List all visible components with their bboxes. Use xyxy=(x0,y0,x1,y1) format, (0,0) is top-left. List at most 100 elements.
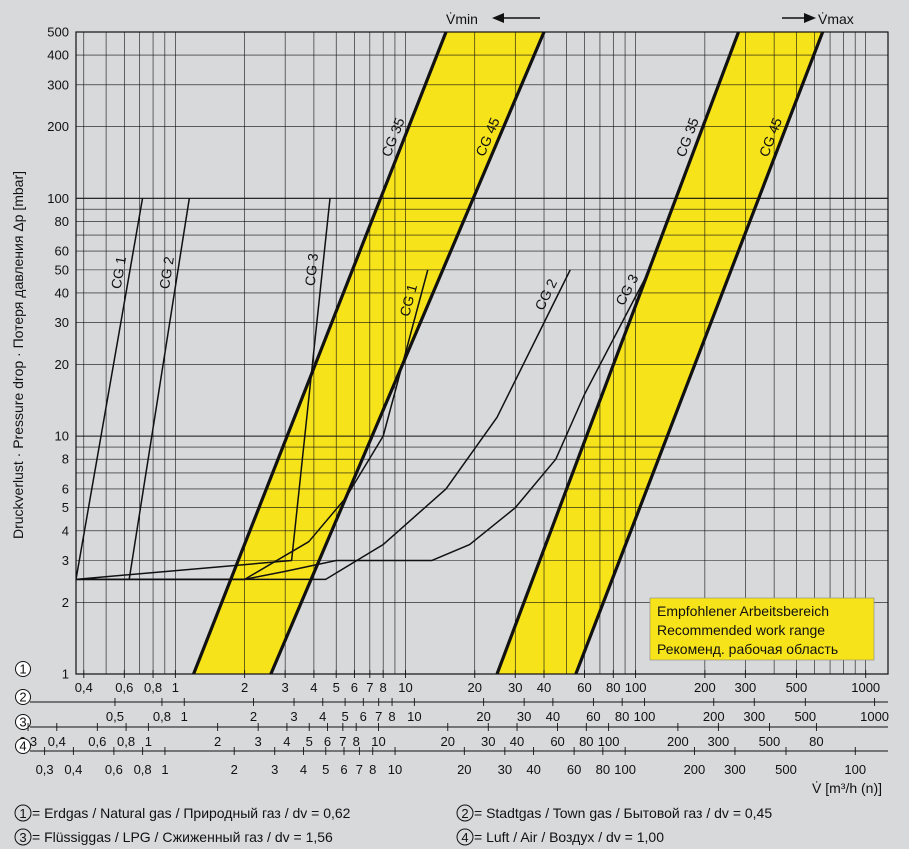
y-tick-label: 100 xyxy=(47,191,69,206)
x-scale-tick-label: 40 xyxy=(526,762,540,777)
footnotes: 1 = Erdgas / Natural gas / Природный газ… xyxy=(14,804,772,846)
y-tick-labels: 1 2 3 4 5 6 8 10 20 30 40 50 60 80 100 200 300 400 500 xyxy=(47,25,69,682)
x-scale-tick-label: 0,6 xyxy=(88,734,106,749)
curve-label: CG 2 xyxy=(531,276,560,313)
x-scale-tick-label: 0,6 xyxy=(105,762,123,777)
x-scale-tick-label: 2 xyxy=(231,762,238,777)
curve-cg2-6 xyxy=(128,198,191,580)
x-scale-tick-label: 2 xyxy=(250,709,257,724)
curve-cg45-2 xyxy=(269,32,546,674)
curve-cg35-1 xyxy=(192,32,448,674)
x-scale-tick-label: 0,3 xyxy=(36,762,54,777)
x-scale-tick-label: 100 xyxy=(844,762,866,777)
footnote-marker: 1 xyxy=(19,806,26,821)
vmax-arrowhead xyxy=(804,13,816,23)
x-scale-marker: 4 xyxy=(19,739,26,754)
y-tick-label: 500 xyxy=(47,25,69,40)
y-tick-label: 4 xyxy=(62,523,69,538)
footnote-marker: 2 xyxy=(461,806,468,821)
x-scale-tick-label: 2 xyxy=(241,680,248,695)
curve-cg3-7 xyxy=(76,198,331,581)
x-scale-tick-label: 30 xyxy=(508,680,522,695)
x-scale-tick-label: 7 xyxy=(366,680,373,695)
x-scale-tick-label: 4 xyxy=(300,762,307,777)
x-scale-tick-label: 100 xyxy=(634,709,656,724)
plot-frame xyxy=(75,31,889,675)
vmin-arrowhead xyxy=(492,13,504,23)
footnote-2: 2 = Stadtgas / Town gas / Бытовой газ / … xyxy=(456,804,772,822)
x-scale-tick-label: 0,4 xyxy=(48,734,66,749)
footnote-text: = Luft / Air / Воздух / dv = 1,00 xyxy=(474,829,664,845)
y-tick-label: 40 xyxy=(55,285,69,300)
x-scale-tick-label: 7 xyxy=(339,734,346,749)
x-scale-tick-label: 10 xyxy=(371,734,385,749)
y-tick-label: 8 xyxy=(62,452,69,467)
x-scale-tick-label: 40 xyxy=(537,680,551,695)
x-scale-tick-label: 1 xyxy=(172,680,179,695)
y-tick-label: 5 xyxy=(62,500,69,515)
x-scale-tick-label: 7 xyxy=(375,709,382,724)
x-scale-tick-label: 20 xyxy=(476,709,490,724)
y-axis-label: Druckverlust · Pressure drop · Потеря да… xyxy=(10,171,26,539)
y-tick-label: 20 xyxy=(55,357,69,372)
x-scale-tick-label: 8 xyxy=(388,709,395,724)
x-scale-tick-label: 7 xyxy=(356,762,363,777)
x-scale-tick-label: 3 xyxy=(255,734,262,749)
y-tick-label: 1 xyxy=(62,667,69,682)
x-scale-tick-label: 60 xyxy=(567,762,581,777)
x-scale-tick-label: 2 xyxy=(214,734,221,749)
y-tick-label: 80 xyxy=(55,214,69,229)
legend-box-bg xyxy=(649,597,875,661)
y-tick-label: 200 xyxy=(47,119,69,134)
footnote-marker-circle xyxy=(14,828,32,846)
x-scale-tick-label: 0,8 xyxy=(144,680,162,695)
curve-cg45-4 xyxy=(574,32,825,674)
footnote-1: 1 = Erdgas / Natural gas / Природный газ… xyxy=(14,804,351,822)
x-scale-tick-label: 30 xyxy=(517,709,531,724)
x-scale-tick-label: 8 xyxy=(369,762,376,777)
x-scale-tick-label: 100 xyxy=(625,680,647,695)
x-scale-tick-label: 80 xyxy=(596,762,610,777)
x-scale-tick-label: 1 xyxy=(145,734,152,749)
footnote-marker-circle xyxy=(456,804,474,822)
legend-line-2: Recommended work range xyxy=(657,622,825,638)
x-scale-tick-label: 1000 xyxy=(860,709,889,724)
work-range-band-2 xyxy=(497,32,823,674)
x-scale-tick-label: 10 xyxy=(398,680,412,695)
x-scale-tick-label: 500 xyxy=(794,709,816,724)
x-scale-tick-label: 10 xyxy=(388,762,402,777)
footnote-marker: 3 xyxy=(19,830,26,845)
x-axis-label: V̇ [m³/h (n)] xyxy=(812,780,882,796)
curve-cg3-10 xyxy=(76,269,651,581)
vmin-indicator: V̇min xyxy=(446,11,540,27)
footnote-text: = Stadtgas / Town gas / Бытовой газ / dv… xyxy=(474,805,772,821)
x-scale-tick-label: 300 xyxy=(735,680,757,695)
x-scale-marker-circle xyxy=(15,689,31,705)
x-scale-tick-label: 1 xyxy=(161,762,168,777)
legend-line-1: Empfohlener Arbeitsbereich xyxy=(657,603,829,619)
curve-cg2-9 xyxy=(76,269,571,581)
x-scale-tick-label: 4 xyxy=(319,709,326,724)
curve-label: CG 1 xyxy=(108,255,129,290)
footnote-4: 4 = Luft / Air / Воздух / dv = 1,00 xyxy=(456,828,664,846)
curves xyxy=(76,32,825,674)
x-scale-tick-label: 80 xyxy=(606,680,620,695)
x-scale-tick-label: 8 xyxy=(380,680,387,695)
x-scale-tick-label: 80 xyxy=(809,734,823,749)
x-scale-tick-label: 3 xyxy=(271,762,278,777)
curve-label: CG 2 xyxy=(156,255,177,290)
work-range-band-1 xyxy=(193,32,545,674)
x-scale-tick-label: 5 xyxy=(341,709,348,724)
x-scale-tick-label: 100 xyxy=(614,762,636,777)
x-scale-tick-label: 0,6 xyxy=(115,680,133,695)
y-tick-label: 400 xyxy=(47,48,69,63)
y-tick-label: 300 xyxy=(47,77,69,92)
footnote-text: = Flüssiggas / LPG / Сжиженный газ / dv … xyxy=(32,829,333,845)
x-scale-tick-label: 0,5 xyxy=(106,709,124,724)
x-scale-tick-label: 60 xyxy=(550,734,564,749)
x-scale-tick-label: 6 xyxy=(324,734,331,749)
x-scale-tick-label: 8 xyxy=(353,734,360,749)
x-scale-tick-label: 3 xyxy=(290,709,297,724)
x-scale-marker-circle xyxy=(15,661,31,677)
